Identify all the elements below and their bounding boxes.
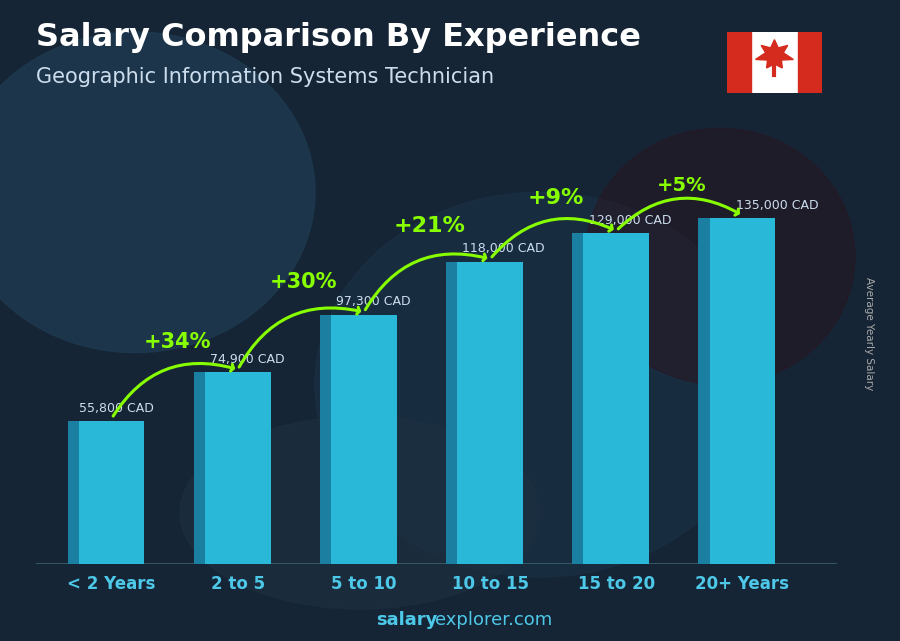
- Bar: [798, 32, 822, 93]
- Ellipse shape: [0, 32, 315, 353]
- Polygon shape: [583, 233, 649, 564]
- Polygon shape: [709, 218, 775, 564]
- Text: explorer.com: explorer.com: [435, 612, 552, 629]
- Polygon shape: [68, 421, 79, 564]
- Text: 135,000 CAD: 135,000 CAD: [736, 199, 819, 212]
- Polygon shape: [194, 372, 205, 564]
- Text: 118,000 CAD: 118,000 CAD: [463, 242, 545, 255]
- Text: +5%: +5%: [657, 176, 706, 195]
- Bar: [727, 32, 751, 93]
- FancyBboxPatch shape: [725, 31, 824, 94]
- Text: +34%: +34%: [143, 331, 211, 351]
- Ellipse shape: [585, 128, 855, 385]
- Text: salary: salary: [376, 612, 437, 629]
- Text: 97,300 CAD: 97,300 CAD: [337, 296, 410, 308]
- Text: +30%: +30%: [270, 272, 338, 292]
- Text: 74,900 CAD: 74,900 CAD: [210, 353, 284, 365]
- Text: 55,800 CAD: 55,800 CAD: [79, 402, 154, 415]
- Polygon shape: [457, 262, 523, 564]
- Polygon shape: [756, 40, 794, 68]
- Polygon shape: [205, 372, 271, 564]
- Text: Salary Comparison By Experience: Salary Comparison By Experience: [36, 22, 641, 53]
- Polygon shape: [320, 315, 331, 564]
- Text: 129,000 CAD: 129,000 CAD: [589, 214, 671, 227]
- Text: +9%: +9%: [527, 188, 584, 208]
- Polygon shape: [446, 262, 457, 564]
- Text: +21%: +21%: [393, 216, 465, 236]
- Polygon shape: [79, 421, 145, 564]
- Text: Geographic Information Systems Technician: Geographic Information Systems Technicia…: [36, 67, 494, 87]
- Polygon shape: [572, 233, 583, 564]
- Text: Average Yearly Salary: Average Yearly Salary: [863, 277, 874, 390]
- Ellipse shape: [180, 417, 540, 609]
- Polygon shape: [331, 315, 397, 564]
- Polygon shape: [698, 218, 709, 564]
- Ellipse shape: [315, 192, 765, 577]
